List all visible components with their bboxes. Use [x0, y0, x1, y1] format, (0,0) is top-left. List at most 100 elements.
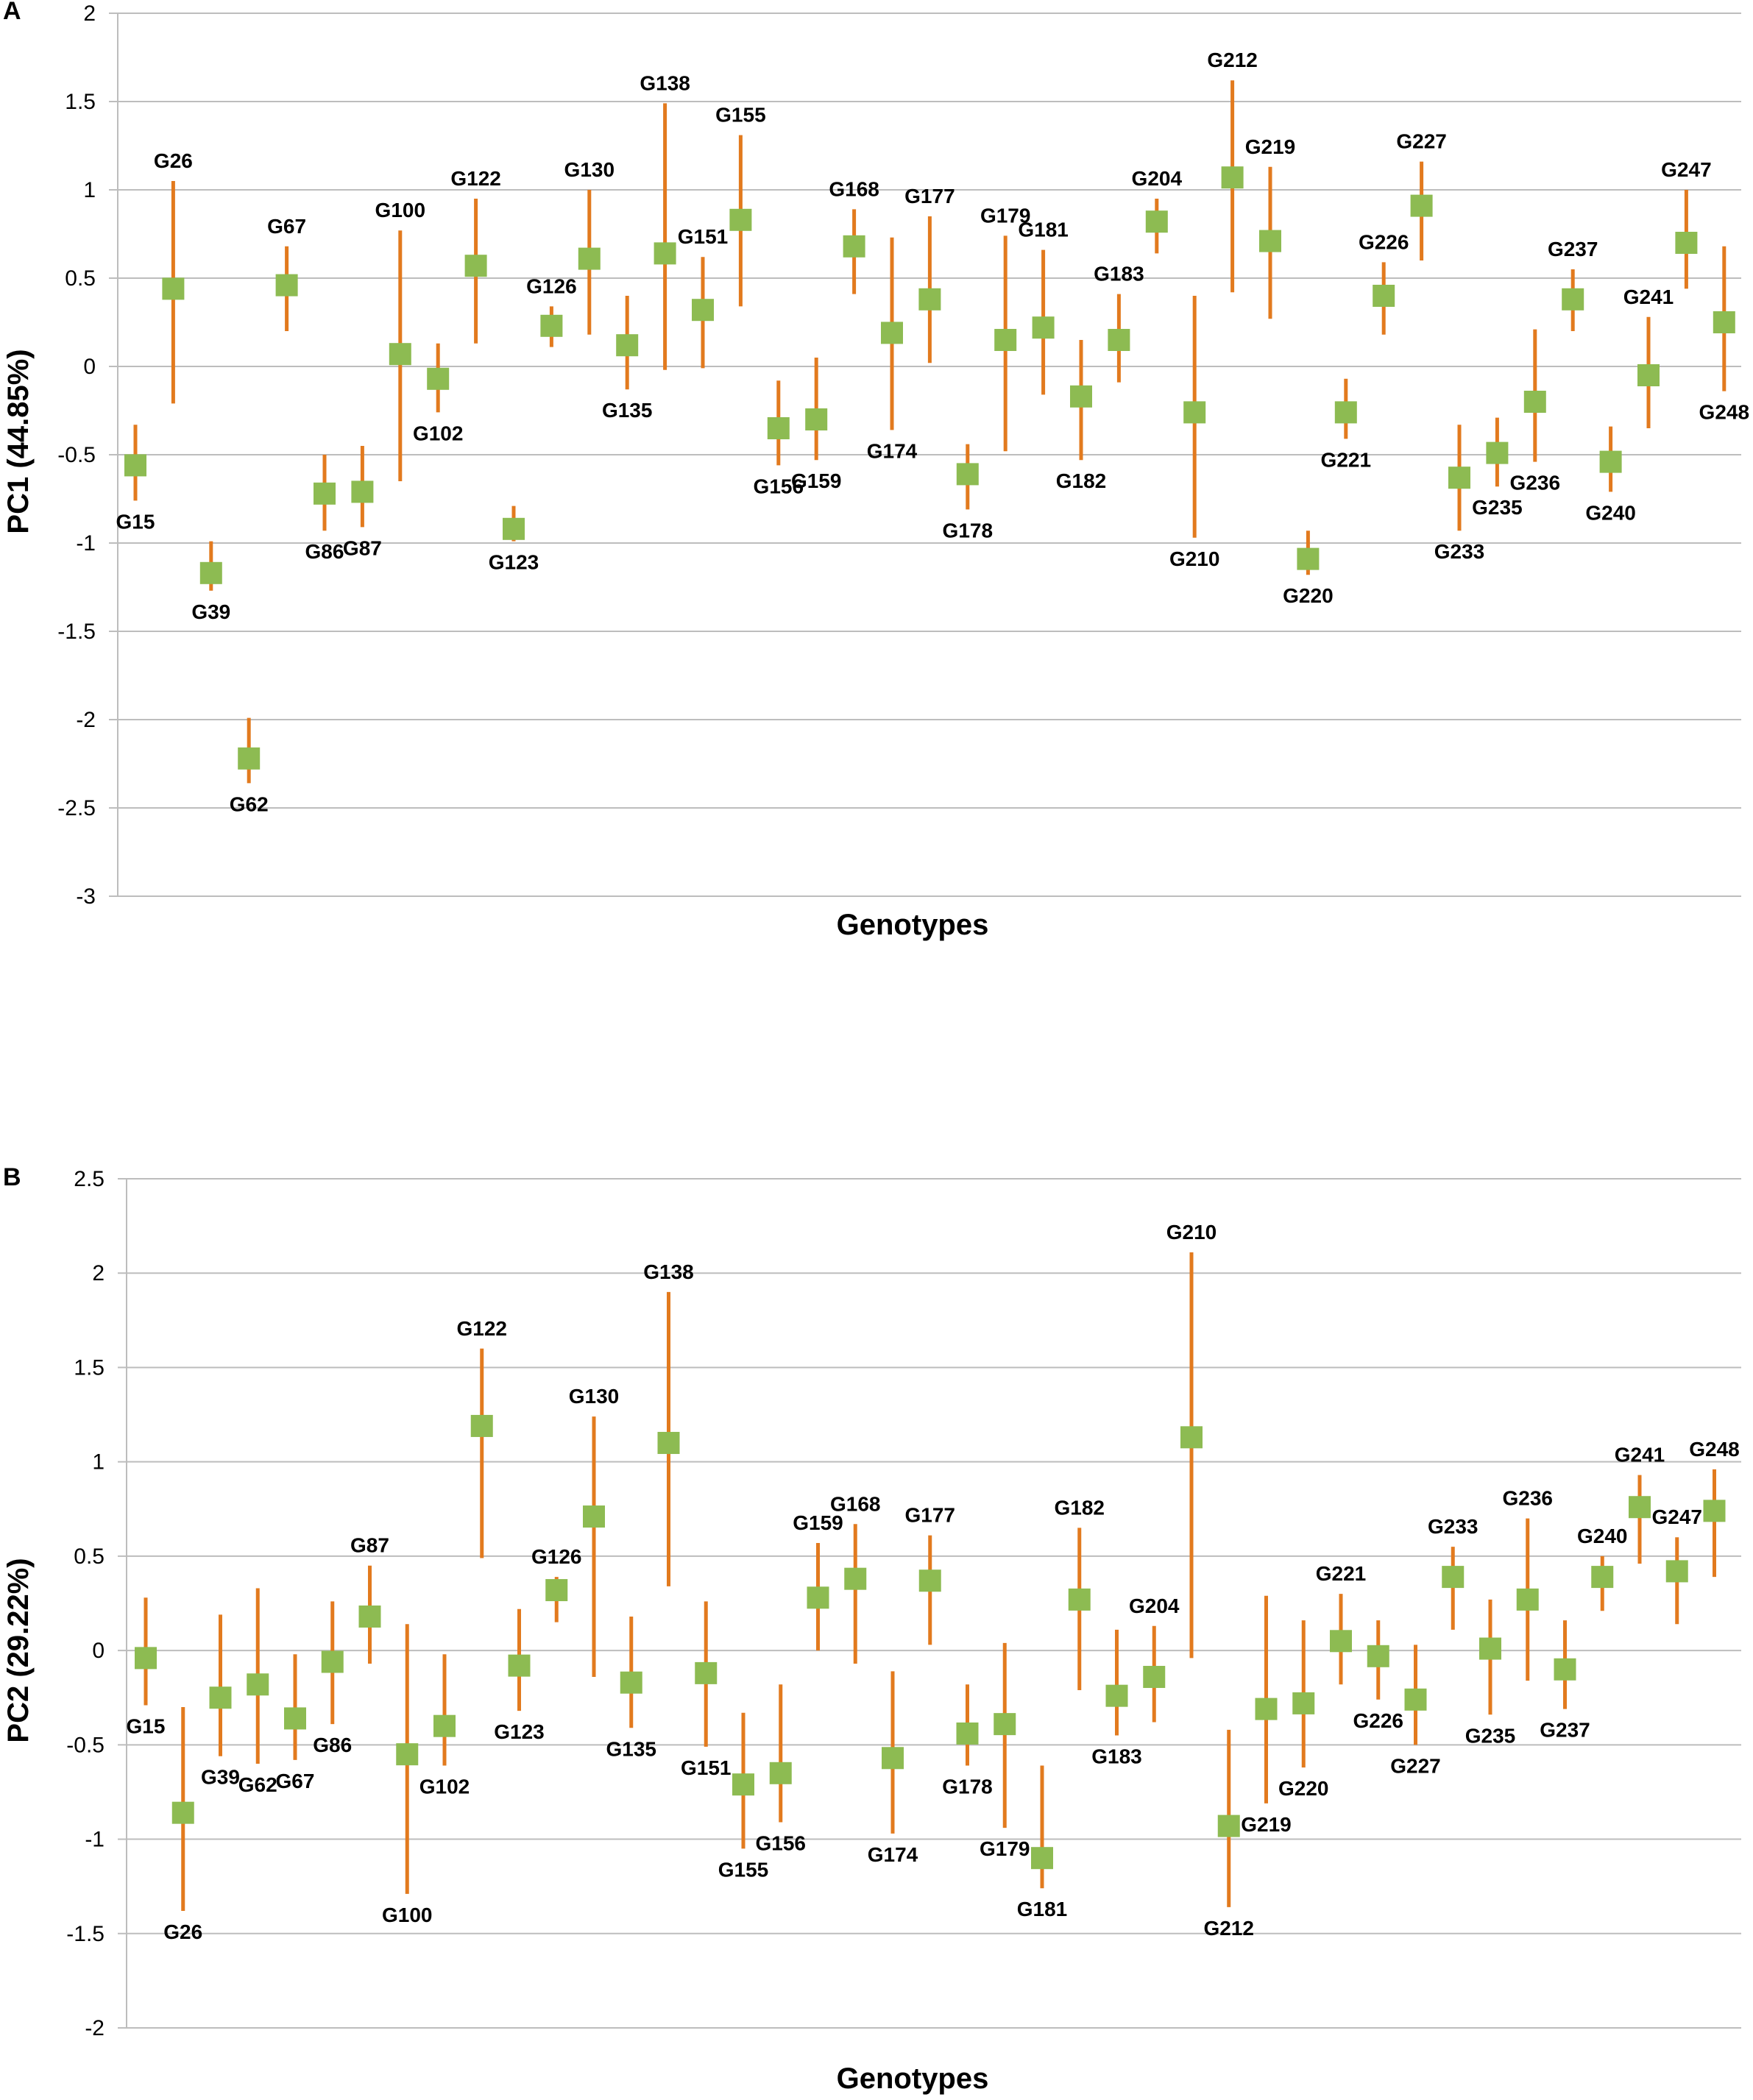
data-point-marker: [396, 1743, 419, 1766]
data-point-marker: [464, 255, 487, 277]
y-tick-label: 0: [92, 1639, 105, 1663]
point-label: G235: [1465, 1724, 1516, 1747]
data-point-marker: [238, 747, 261, 770]
data-point-marker: [275, 274, 298, 297]
data-point-marker: [540, 314, 563, 337]
data-point-marker: [1105, 1684, 1128, 1707]
point-label: G241: [1623, 285, 1674, 308]
data-point-marker: [1637, 364, 1660, 386]
point-label: G174: [868, 1843, 918, 1866]
point-label: G240: [1585, 501, 1636, 524]
data-point-marker: [620, 1671, 642, 1694]
point-label: G183: [1094, 263, 1144, 285]
point-label: G226: [1353, 1709, 1404, 1732]
point-label: G221: [1321, 448, 1372, 471]
y-tick-label: -0.5: [57, 443, 96, 467]
point-label: G126: [526, 274, 577, 297]
data-point-marker: [545, 1579, 568, 1602]
data-point-marker: [769, 1762, 792, 1784]
data-point-marker: [805, 408, 828, 430]
point-label: G248: [1699, 401, 1750, 424]
data-point-marker: [1410, 194, 1433, 217]
panel-a-chart: A PC1 (44.85%) Genotypes 2 1.5 1 0.5 0 -0.5 -1…: [2, 0, 1749, 941]
data-point-marker: [732, 1773, 754, 1796]
point-label: G210: [1166, 1221, 1217, 1244]
data-point-marker: [1367, 1645, 1389, 1667]
data-point-marker: [1554, 1658, 1576, 1681]
point-label: G235: [1472, 496, 1523, 519]
point-label: G151: [678, 225, 729, 248]
data-point-marker: [844, 1567, 867, 1590]
point-label: G138: [643, 1260, 694, 1283]
point-label: G102: [419, 1776, 470, 1798]
data-point-marker: [583, 1505, 605, 1528]
panel-a-gridlines: [109, 13, 1741, 897]
panel-b-chart: B PC2 (29.22%) Genotypes 2.5 2 1.5 1 0.5 0 -0.…: [2, 1163, 1741, 2095]
point-label: G226: [1359, 230, 1409, 253]
data-point-marker: [882, 1747, 904, 1770]
data-point-marker: [1221, 166, 1244, 189]
point-label: G86: [305, 540, 344, 563]
point-label: G248: [1689, 1438, 1740, 1461]
point-label: G123: [489, 551, 539, 574]
y-tick-label: 2.5: [74, 1167, 105, 1191]
point-label: G233: [1434, 540, 1485, 563]
point-label: G179: [980, 204, 1031, 227]
point-label: G204: [1132, 167, 1183, 190]
point-label: G62: [230, 792, 269, 815]
point-label: G15: [127, 1714, 166, 1737]
point-label: G15: [116, 510, 155, 533]
data-point-marker: [1108, 329, 1130, 351]
data-point-marker: [1292, 1692, 1315, 1714]
data-point-marker: [1479, 1637, 1501, 1660]
point-label: G219: [1245, 135, 1296, 158]
point-label: G220: [1278, 1777, 1329, 1800]
point-label: G87: [350, 1534, 389, 1557]
data-point-marker: [1703, 1500, 1726, 1522]
y-tick-label: -1.5: [57, 620, 96, 644]
data-point-marker: [843, 235, 865, 258]
data-point-marker: [314, 482, 336, 505]
data-point-marker: [918, 1569, 941, 1592]
panel-b-y-ticks: 2.5 2 1.5 1 0.5 0 -0.5 -1 -1.5 -2: [66, 1167, 105, 2040]
point-label: G122: [457, 1317, 508, 1340]
point-label: G181: [1017, 1898, 1068, 1920]
data-point-marker: [247, 1673, 269, 1696]
panel-a-y-ticks: 2 1.5 1 0.5 0 -0.5 -1 -1.5 -2 -2.5 -3: [57, 1, 96, 909]
y-tick-label: 0: [83, 355, 96, 379]
data-point-marker: [1629, 1496, 1651, 1519]
data-point-marker: [503, 517, 525, 540]
data-point-marker: [616, 334, 639, 357]
point-label: G62: [238, 1773, 277, 1796]
data-point-marker: [389, 343, 411, 366]
point-label: G39: [201, 1766, 240, 1789]
data-point-marker: [994, 329, 1017, 351]
data-point-marker: [199, 561, 222, 584]
point-label: G227: [1396, 130, 1447, 153]
y-tick-label: 0.5: [65, 266, 96, 291]
point-label: G182: [1056, 469, 1107, 492]
data-point-marker: [1297, 547, 1320, 570]
point-label: G155: [718, 1858, 769, 1881]
data-point-marker: [1523, 391, 1546, 413]
data-point-marker: [351, 480, 374, 503]
point-label: G237: [1540, 1719, 1590, 1742]
point-label: G212: [1207, 49, 1258, 71]
point-label: G237: [1548, 238, 1598, 260]
data-point-marker: [1404, 1688, 1427, 1711]
point-label: G247: [1652, 1505, 1703, 1528]
point-label: G135: [606, 1737, 657, 1760]
data-point-marker: [1070, 385, 1092, 408]
y-tick-label: -1: [76, 531, 96, 556]
point-label: G220: [1283, 584, 1334, 607]
point-label: G183: [1091, 1745, 1142, 1768]
y-tick-label: -3: [76, 884, 96, 909]
point-label: G212: [1204, 1917, 1255, 1940]
data-point-marker: [433, 1714, 456, 1737]
point-label: G236: [1510, 472, 1561, 494]
y-tick-label: 2: [92, 1261, 105, 1285]
y-tick-label: 1: [92, 1450, 105, 1475]
data-point-marker: [918, 288, 941, 311]
data-point-marker: [1713, 311, 1735, 333]
